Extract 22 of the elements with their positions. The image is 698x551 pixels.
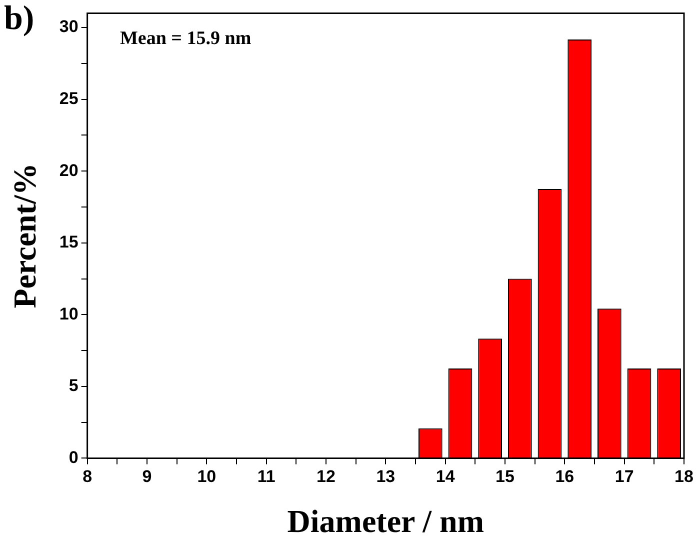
x-axis-title: Diameter / nm <box>287 503 484 540</box>
y-tick-label: 0 <box>68 448 78 467</box>
x-tick-label: 17 <box>614 467 634 486</box>
x-tick-label: 12 <box>316 467 336 486</box>
y-tick-label: 10 <box>59 304 78 324</box>
y-tick-label: 30 <box>59 17 78 36</box>
text: b) <box>4 0 34 38</box>
y-tick-label: 20 <box>59 160 78 180</box>
x-tick-label: 8 <box>82 467 92 486</box>
x-tick-label: 11 <box>257 467 276 486</box>
x-tick-label: 9 <box>142 467 152 486</box>
y-tick-label: 25 <box>59 89 78 108</box>
x-tick-label: 16 <box>555 467 574 486</box>
x-tick-label: 10 <box>197 467 216 486</box>
y-tick-label: 5 <box>68 376 78 396</box>
x-tick-label: 14 <box>436 467 456 486</box>
x-tick-label: 18 <box>674 467 694 486</box>
annotation: Mean = 15.9 nm <box>120 28 252 50</box>
y-axis-title: Percent/% <box>6 163 42 308</box>
x-tick-label: 13 <box>376 467 396 486</box>
y-tick-label: 15 <box>59 232 78 252</box>
x-tick-label: 15 <box>496 467 514 486</box>
